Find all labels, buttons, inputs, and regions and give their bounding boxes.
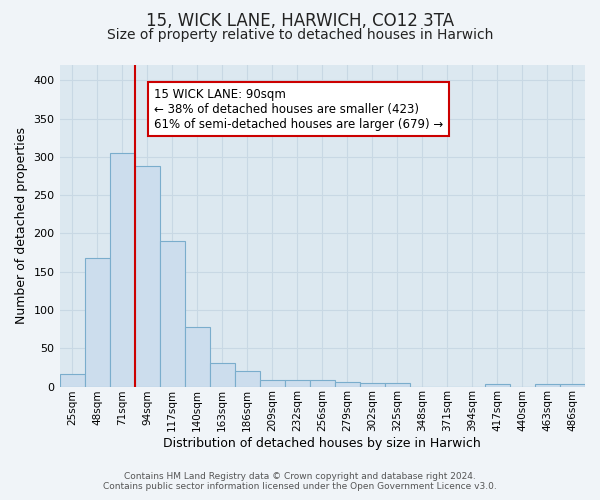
- Bar: [59, 374, 85, 386]
- Text: Size of property relative to detached houses in Harwich: Size of property relative to detached ho…: [107, 28, 493, 42]
- Bar: [134, 166, 160, 386]
- Bar: [85, 258, 110, 386]
- Bar: [285, 380, 310, 386]
- Text: 15 WICK LANE: 90sqm
← 38% of detached houses are smaller (423)
61% of semi-detac: 15 WICK LANE: 90sqm ← 38% of detached ho…: [154, 88, 443, 130]
- Bar: [560, 384, 585, 386]
- Bar: [160, 241, 185, 386]
- Bar: [310, 380, 335, 386]
- Bar: [360, 384, 385, 386]
- Bar: [385, 384, 410, 386]
- Text: Contains HM Land Registry data © Crown copyright and database right 2024.: Contains HM Land Registry data © Crown c…: [124, 472, 476, 481]
- Bar: [235, 371, 260, 386]
- Y-axis label: Number of detached properties: Number of detached properties: [15, 128, 28, 324]
- Text: Contains public sector information licensed under the Open Government Licence v3: Contains public sector information licen…: [103, 482, 497, 491]
- Bar: [535, 384, 560, 386]
- Bar: [209, 363, 235, 386]
- Bar: [335, 382, 360, 386]
- Bar: [110, 153, 134, 386]
- X-axis label: Distribution of detached houses by size in Harwich: Distribution of detached houses by size …: [163, 437, 481, 450]
- Bar: [260, 380, 285, 386]
- Bar: [185, 327, 209, 386]
- Bar: [485, 384, 510, 386]
- Text: 15, WICK LANE, HARWICH, CO12 3TA: 15, WICK LANE, HARWICH, CO12 3TA: [146, 12, 454, 30]
